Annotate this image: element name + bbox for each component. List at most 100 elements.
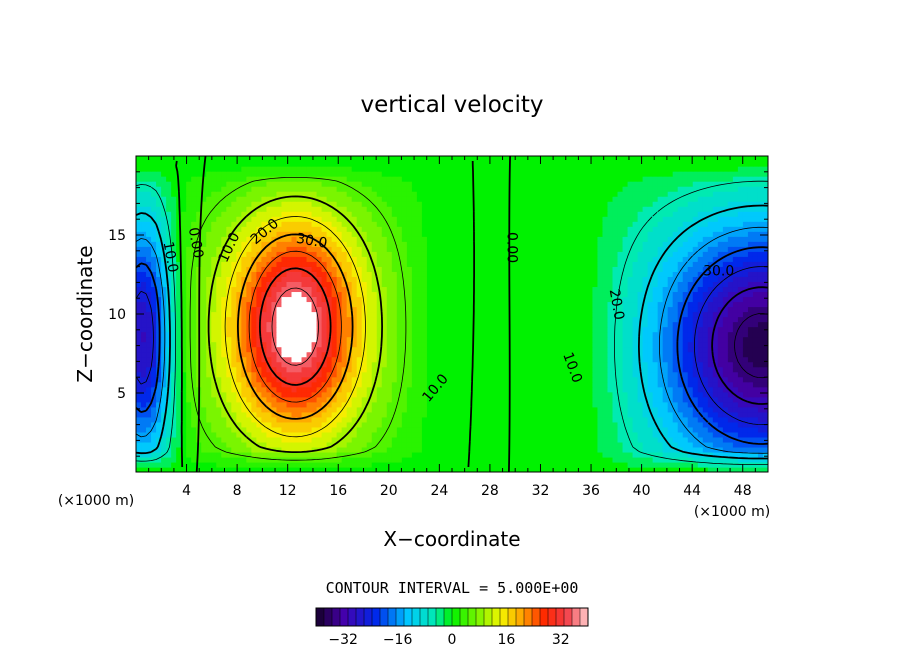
field-cell bbox=[457, 456, 463, 463]
field-cell bbox=[742, 351, 749, 358]
field-cell bbox=[236, 321, 242, 328]
field-cell bbox=[727, 361, 734, 368]
field-cell bbox=[161, 271, 167, 277]
field-cell bbox=[396, 341, 403, 348]
field-cell bbox=[552, 401, 558, 408]
field-cell bbox=[467, 346, 473, 353]
field-cell bbox=[747, 301, 754, 308]
field-cell bbox=[331, 461, 338, 468]
field-cell bbox=[191, 406, 197, 413]
field-cell bbox=[236, 431, 242, 438]
field-cell bbox=[612, 401, 619, 408]
field-cell bbox=[762, 361, 768, 368]
field-cell bbox=[296, 371, 303, 378]
field-cell bbox=[136, 411, 142, 418]
field-cell bbox=[647, 411, 654, 418]
field-cell bbox=[572, 461, 578, 468]
field-cell bbox=[602, 311, 609, 318]
field-cell bbox=[351, 296, 358, 303]
field-cell bbox=[632, 351, 639, 358]
field-cell bbox=[757, 336, 764, 343]
field-cell bbox=[141, 426, 147, 433]
field-cell bbox=[522, 276, 528, 282]
field-cell bbox=[366, 316, 373, 323]
field-cell bbox=[136, 301, 142, 308]
field-cell bbox=[702, 381, 709, 388]
field-cell bbox=[462, 416, 468, 423]
field-cell bbox=[376, 376, 383, 383]
field-cell bbox=[692, 321, 699, 328]
field-cell bbox=[642, 426, 649, 433]
field-cell bbox=[416, 391, 423, 398]
field-cell bbox=[176, 281, 182, 288]
field-cell bbox=[757, 281, 764, 288]
field-cell bbox=[597, 416, 604, 423]
field-cell bbox=[421, 371, 428, 378]
field-cell bbox=[401, 416, 408, 423]
field-cell bbox=[697, 456, 704, 463]
field-cell bbox=[607, 366, 614, 373]
field-cell bbox=[146, 396, 152, 403]
field-cell bbox=[632, 371, 639, 378]
field-cell bbox=[401, 411, 408, 418]
field-cell bbox=[226, 461, 232, 468]
field-cell bbox=[702, 351, 709, 358]
field-cell bbox=[607, 431, 614, 438]
field-cell bbox=[321, 431, 328, 438]
field-cell bbox=[216, 451, 222, 458]
field-cell bbox=[176, 421, 182, 428]
field-cell bbox=[276, 311, 283, 318]
field-cell bbox=[552, 281, 558, 288]
field-cell bbox=[331, 421, 338, 428]
field-cell bbox=[567, 306, 573, 313]
field-cell bbox=[381, 361, 388, 368]
field-cell bbox=[401, 381, 408, 388]
field-cell bbox=[346, 391, 353, 398]
field-cell bbox=[557, 366, 563, 373]
field-cell bbox=[702, 461, 709, 468]
field-cell bbox=[462, 306, 468, 313]
field-cell bbox=[426, 271, 433, 277]
field-cell bbox=[401, 336, 408, 343]
field-cell bbox=[587, 331, 594, 338]
field-cell bbox=[537, 281, 543, 288]
field-cell bbox=[727, 381, 734, 388]
field-cell bbox=[281, 451, 288, 458]
field-cell bbox=[221, 436, 227, 443]
field-cell bbox=[316, 286, 323, 293]
field-cell bbox=[687, 356, 694, 363]
field-cell bbox=[436, 411, 443, 418]
field-cell bbox=[216, 421, 222, 428]
field-cell bbox=[226, 421, 232, 428]
field-cell bbox=[176, 461, 182, 468]
field-cell bbox=[682, 441, 689, 448]
field-cell bbox=[296, 286, 303, 293]
field-cell bbox=[552, 286, 558, 293]
field-cell bbox=[156, 391, 162, 398]
field-cell bbox=[757, 341, 764, 348]
field-cell bbox=[622, 316, 629, 323]
field-cell bbox=[627, 466, 634, 472]
field-cell bbox=[426, 281, 433, 288]
field-cell bbox=[266, 276, 273, 282]
field-cell bbox=[421, 436, 428, 443]
field-cell bbox=[682, 461, 689, 468]
field-cell bbox=[371, 341, 378, 348]
field-cell bbox=[497, 451, 503, 458]
field-cell bbox=[366, 306, 373, 313]
field-cell bbox=[752, 326, 759, 333]
field-cell bbox=[191, 386, 197, 393]
field-cell bbox=[672, 431, 679, 438]
field-cell bbox=[592, 361, 599, 368]
field-cell bbox=[166, 431, 172, 438]
field-cell bbox=[622, 386, 629, 393]
field-cell bbox=[517, 411, 523, 418]
field-cell bbox=[176, 301, 182, 308]
field-cell bbox=[562, 436, 568, 443]
field-cell bbox=[411, 341, 418, 348]
field-cell bbox=[201, 301, 207, 308]
field-cell bbox=[306, 466, 313, 472]
field-cell bbox=[246, 456, 252, 463]
field-cell bbox=[737, 291, 744, 298]
field-cell bbox=[467, 461, 473, 468]
